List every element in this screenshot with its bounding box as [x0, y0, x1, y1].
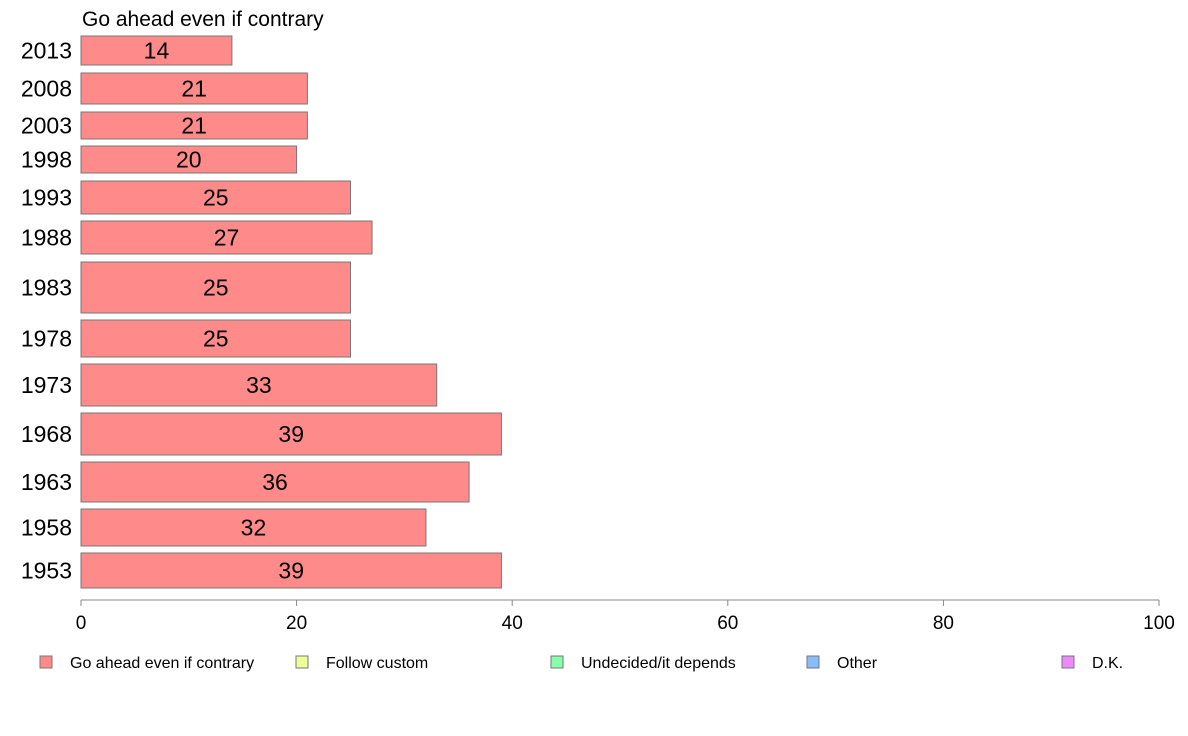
data-label: 25 [203, 275, 229, 301]
data-label: 36 [262, 469, 288, 495]
x-tick-label: 20 [286, 613, 307, 634]
bar [80, 220, 373, 255]
category-label: 1963 [21, 469, 72, 495]
bars: 14 2013 21 2008 21 2003 20 1998 25 1993 27 1988 25 19… [21, 35, 502, 589]
category-label: 1958 [21, 515, 72, 541]
data-label: 39 [278, 421, 304, 447]
legend-swatch [550, 655, 564, 669]
legend-swatch [1061, 655, 1075, 669]
category-label: 1993 [21, 185, 72, 211]
legend-label: D.K. [1092, 655, 1123, 672]
x-tick-label: 0 [76, 613, 87, 634]
x-tick-label: 80 [933, 613, 954, 634]
x-tick-label: 60 [717, 613, 738, 634]
data-label: 20 [176, 147, 202, 173]
bar [80, 261, 351, 314]
category-label: 2013 [21, 38, 72, 64]
bar [80, 508, 427, 547]
data-label: 39 [278, 558, 304, 584]
data-label: 21 [181, 113, 207, 139]
data-label: 25 [203, 326, 229, 352]
legend-swatch [39, 655, 53, 669]
legend-label: Other [837, 655, 878, 672]
category-label: 2003 [21, 113, 72, 139]
category-label: 1983 [21, 275, 72, 301]
x-tick-label: 40 [502, 613, 523, 634]
category-label: 1978 [21, 326, 72, 352]
bar [80, 72, 308, 105]
bar [80, 111, 308, 140]
data-label: 14 [144, 38, 170, 64]
chart-title: Go ahead even if contrary [82, 8, 324, 31]
bar [80, 35, 233, 66]
legend-label: Go ahead even if contrary [70, 655, 254, 672]
legend: Go ahead even if contrary Follow custom Un… [39, 655, 1123, 672]
data-label: 33 [246, 372, 272, 398]
data-label: 27 [214, 225, 240, 251]
bar [80, 319, 351, 358]
bar [80, 461, 470, 503]
data-label: 25 [203, 185, 229, 211]
legend-swatch [806, 655, 820, 669]
category-label: 1998 [21, 147, 72, 173]
bar [80, 180, 351, 215]
bar [80, 363, 438, 407]
x-tick-label: 100 [1143, 613, 1175, 634]
bar [80, 412, 502, 456]
category-label: 1973 [21, 372, 72, 398]
category-label: 1968 [21, 421, 72, 447]
legend-swatch [295, 655, 309, 669]
legend-label: Follow custom [326, 655, 428, 672]
category-label: 2008 [21, 76, 72, 102]
bar [80, 552, 502, 589]
data-label: 21 [181, 76, 207, 102]
category-label: 1953 [21, 558, 72, 584]
legend-label: Undecided/it depends [581, 655, 736, 672]
x-axis: 0 20 40 60 80 100 [76, 599, 1175, 634]
bar [80, 145, 298, 174]
category-label: 1988 [21, 225, 72, 251]
data-label: 32 [241, 515, 267, 541]
